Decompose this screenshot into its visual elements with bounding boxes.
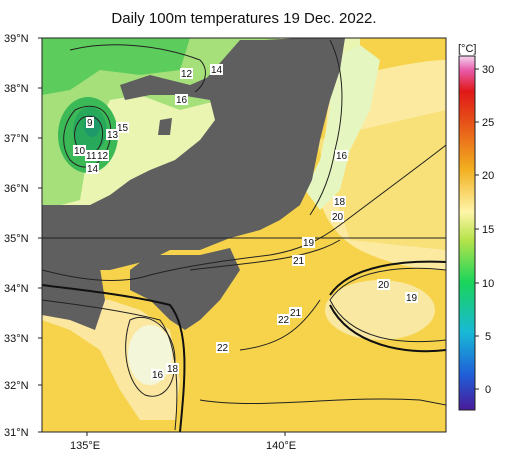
contour-label: 22: [278, 315, 290, 326]
lat-label: 38°N: [4, 83, 29, 95]
colorbar-tick: 5: [485, 331, 491, 343]
contour-label: 14: [211, 65, 223, 76]
land-sado: [158, 118, 172, 135]
contour-label: 19: [303, 238, 315, 249]
land-kii: [130, 248, 240, 330]
colorbar-tick: 10: [482, 278, 494, 290]
lat-label: 32°N: [4, 380, 29, 392]
lon-label: 135°E: [70, 440, 100, 452]
lat-label: 37°N: [4, 133, 29, 145]
contour-label: 16: [336, 151, 348, 162]
contour-label: 21: [293, 256, 305, 267]
contour-label: 22: [217, 343, 229, 354]
colorbar-tick: 15: [482, 224, 494, 236]
contour-label: 18: [334, 197, 346, 208]
contour-label: 15: [117, 123, 129, 134]
map-field: [42, 38, 446, 432]
lat-label: 39°N: [4, 33, 29, 45]
colorbar-tick: 0: [485, 384, 491, 396]
lat-label: 33°N: [4, 333, 29, 345]
contour-label: 11: [86, 151, 97, 162]
contour-label: 21: [290, 308, 302, 319]
sea-cold-north: [42, 38, 190, 95]
lat-label: 35°N: [4, 233, 29, 245]
land-honshu: [42, 38, 345, 275]
contour-label: 12: [181, 69, 193, 80]
contour-label: 9: [87, 118, 93, 129]
lat-label: 36°N: [4, 183, 29, 195]
east-coast-pale: [305, 45, 380, 210]
contour-label: 16: [176, 95, 188, 106]
contour-bold: [42, 260, 446, 432]
lat-axis: 39°N 38°N 37°N 36°N 35°N 34°N 33°N 32°N …: [4, 33, 29, 439]
lat-ticks: [38, 37, 42, 433]
lat-label: 34°N: [4, 283, 29, 295]
land-shikoku: [42, 265, 105, 330]
colorbar-scale: [458, 55, 476, 411]
map-title: Daily 100m temperatures 19 Dec. 2022.: [111, 10, 377, 27]
colorbar-tick: 20: [482, 170, 494, 182]
contour-label: 19: [406, 293, 418, 304]
lon-label: 140°E: [266, 440, 296, 452]
contour-label: 12: [97, 151, 109, 162]
south-cold-core: [128, 325, 172, 385]
map-frame: [41, 37, 447, 433]
contour-label: 20: [378, 280, 390, 291]
contour-labels: 12 14 16 9 15 13 10 11 12 14 16 18 20 19…: [73, 64, 418, 381]
colorbar-tick: 30: [482, 64, 494, 76]
contour-label: 16: [152, 370, 164, 381]
land-noto: [205, 40, 275, 95]
colorbar: [°C] 30 25 20 15 10 5 0: [458, 43, 494, 411]
contour-label: 13: [107, 130, 119, 141]
contour-label: 20: [332, 212, 344, 223]
colorbar-unit: [°C]: [458, 43, 476, 55]
lon-axis: 135°E 140°E: [70, 432, 296, 452]
contour-label: 14: [87, 164, 99, 175]
lat-label: 31°N: [4, 427, 29, 439]
contour-label: 10: [74, 146, 86, 157]
contour-label: 18: [167, 364, 179, 375]
colorbar-tick: 25: [482, 117, 494, 129]
